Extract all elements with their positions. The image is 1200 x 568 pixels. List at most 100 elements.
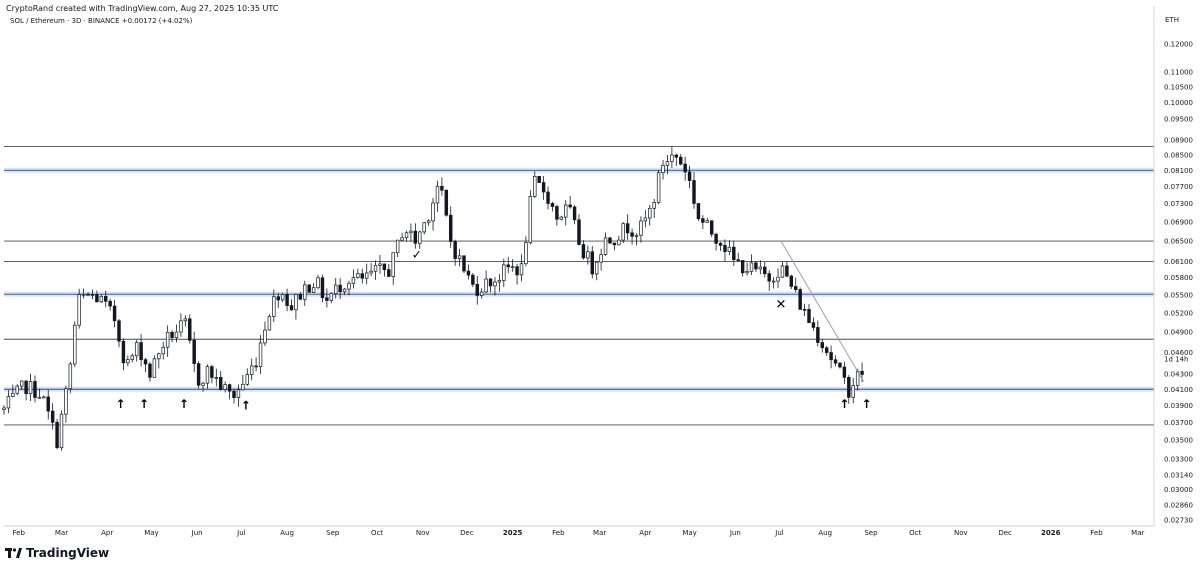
trend-line-segment (780, 240, 864, 382)
candle-body (400, 237, 404, 241)
candle-body (449, 214, 453, 242)
candle-body (303, 284, 307, 300)
candle-body (311, 287, 316, 293)
candle-body (143, 359, 148, 365)
candle-body (723, 244, 727, 252)
time-axis[interactable]: Feb Mar Apr May Jun Jul Aug Sep Oct Nov Dec 2025 Feb… (13, 529, 1145, 537)
candle-body (294, 294, 298, 311)
candle-body (732, 246, 736, 260)
candle-body (789, 275, 794, 287)
price-axis-tick: 0.04300 (1164, 370, 1193, 378)
tradingview-logo: TradingView (5, 546, 109, 560)
candle-body (95, 294, 99, 303)
candle-body (338, 284, 342, 293)
candle-body (466, 270, 471, 276)
candle-body (59, 413, 64, 449)
candle-body (325, 297, 329, 301)
symbol-legend: SOL / Ethereum · 3D · BINANCE +0.00172 (… (10, 17, 192, 25)
candle-body (236, 389, 241, 398)
candle-body (334, 284, 338, 295)
candle-body (382, 263, 387, 271)
candle-body (603, 237, 608, 255)
candle-body (165, 331, 170, 348)
candle-body (705, 220, 709, 223)
candle-body (497, 280, 502, 283)
price-axis-tick: 0.03500 (1164, 437, 1193, 445)
candle-body (802, 309, 807, 311)
candle-body (692, 180, 696, 204)
arrow-up-annotation: ↑ (241, 399, 251, 413)
candle-body (351, 277, 356, 284)
candle-body (24, 380, 28, 395)
candle-body (594, 261, 599, 275)
candle-body (838, 362, 842, 368)
candle-body (90, 293, 95, 296)
countdown-label: 1d 14h (1164, 355, 1188, 363)
candle-body (533, 175, 537, 197)
candle-body (121, 340, 126, 364)
candle-body (179, 320, 183, 333)
price-axis-tick: 0.06900 (1164, 218, 1193, 226)
candle-body (241, 383, 245, 391)
arrow-up-annotation: ↑ (839, 397, 849, 411)
candle-body (395, 239, 400, 254)
candle-body (223, 384, 227, 390)
candle-body (369, 270, 373, 274)
price-axis-tick: 0.03140 (1164, 472, 1193, 480)
price-axis-tick: 0.08100 (1164, 167, 1193, 175)
candle-body (471, 274, 475, 285)
price-axis[interactable]: 0.12000 0.11000 0.10500 0.10000 0.09500 0.089… (1164, 40, 1193, 524)
time-axis-tick: Aug (280, 529, 294, 537)
candle-body (130, 355, 134, 360)
candle-body (807, 309, 811, 324)
candle-body (188, 318, 192, 341)
price-axis-tick: 0.10500 (1164, 83, 1193, 91)
candle-body (696, 203, 701, 220)
candle-body (701, 218, 705, 223)
price-axis-tick: 0.07300 (1164, 200, 1193, 208)
candle-body (418, 231, 422, 244)
candle-body (289, 305, 294, 311)
candle-body (745, 271, 749, 274)
candle-body (409, 230, 413, 234)
price-axis-tick: 0.02860 (1164, 502, 1193, 510)
candle-body (170, 331, 174, 338)
candle-body (6, 396, 11, 409)
time-axis-tick: Dec (998, 529, 1012, 537)
candle-body (134, 342, 139, 357)
candle-body (572, 206, 577, 221)
candle-body (307, 284, 311, 293)
candle-body (510, 266, 515, 269)
candle-body (776, 276, 780, 282)
candle-body (196, 363, 201, 386)
candle-body (479, 291, 484, 296)
candle-body (435, 185, 440, 204)
candle-body (99, 296, 104, 303)
candle-body (42, 396, 46, 399)
candle-body (55, 421, 59, 449)
candle-body (364, 272, 369, 279)
candle-body (541, 182, 546, 193)
candle-body (847, 377, 851, 398)
candle-body (19, 380, 24, 387)
checkmark-annotation: ✓ (412, 248, 422, 262)
candle-body (727, 246, 732, 252)
candle-body (342, 288, 347, 293)
candle-body (816, 327, 820, 343)
candle-body (11, 392, 15, 397)
price-axis-tick: 0.05800 (1164, 274, 1193, 282)
price-axis-tick: 0.02730 (1164, 517, 1193, 525)
candle-body (2, 407, 6, 410)
candle-body (493, 281, 497, 287)
candle-body (298, 294, 303, 300)
time-axis-tick: Mar (55, 529, 68, 537)
candle-body (272, 296, 276, 317)
candle-body (192, 339, 196, 364)
candle-body (634, 234, 639, 237)
candle-body (373, 264, 378, 272)
candle-body (661, 165, 665, 174)
candle-body (771, 280, 776, 283)
arrow-up-annotation: ↑ (139, 397, 149, 411)
time-axis-tick: Apr (101, 529, 113, 537)
